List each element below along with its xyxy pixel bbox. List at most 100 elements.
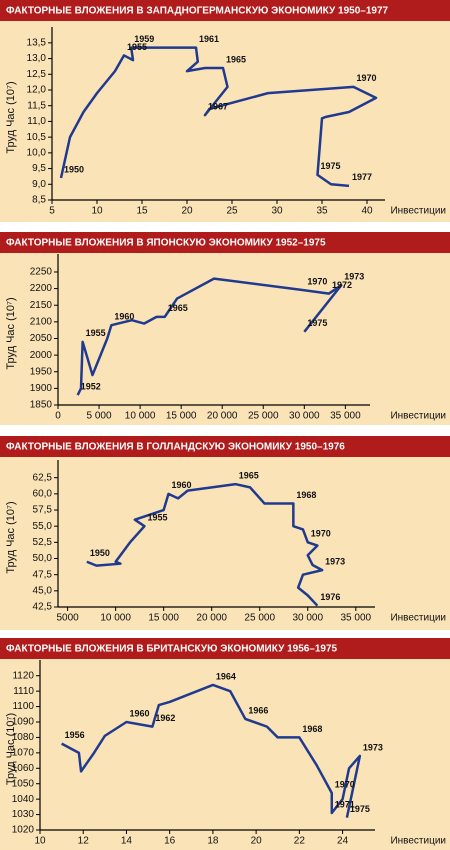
point-label: 1967 — [208, 102, 228, 112]
point-label: 1961 — [199, 34, 219, 44]
y-tick-label: 10,5 — [27, 132, 47, 143]
x-tick-label: 16 — [164, 836, 176, 847]
chart-title: ФАКТОРНЫЕ ВЛОЖЕНИЯ В БРИТАНСКУЮ ЭКОНОМИК… — [6, 644, 338, 655]
y-tick-label: 1060 — [12, 763, 35, 774]
point-label: 1975 — [307, 318, 327, 328]
y-tick-label: 12,0 — [27, 85, 47, 96]
y-tick-label: 1030 — [12, 809, 35, 820]
y-tick-label: 55,0 — [33, 521, 53, 532]
point-label: 1950 — [64, 164, 84, 174]
title-bar — [0, 0, 450, 21]
data-line — [61, 683, 362, 818]
point-label: 1973 — [325, 557, 345, 567]
y-tick-label: 2100 — [30, 317, 53, 328]
y-tick-label: 62,5 — [33, 472, 53, 483]
x-tick-label: 15 — [136, 206, 148, 217]
x-tick-label: 20 000 — [207, 411, 238, 422]
y-tick-label: 47,5 — [33, 569, 53, 580]
y-tick-label: 2050 — [30, 333, 53, 344]
y-axis-label: Труд Час (10⁷) — [5, 713, 17, 785]
y-axis-label: Труд Час (10⁷) — [5, 297, 17, 369]
x-tick-label: 5 000 — [87, 411, 112, 422]
x-tick-label: 10 000 — [125, 411, 156, 422]
y-tick-label: 1020 — [12, 825, 35, 836]
point-label: 1972 — [332, 280, 352, 290]
x-axis-label: Инвестиции — [390, 411, 446, 422]
y-tick-label: 2150 — [30, 300, 53, 311]
point-label: 1976 — [320, 592, 340, 602]
y-axis-label: Труд Час (10⁷) — [5, 501, 17, 573]
x-tick-label: 25 000 — [244, 613, 275, 624]
panel-background — [0, 638, 450, 850]
y-tick-label: 50,0 — [33, 553, 53, 564]
panel-background — [0, 0, 450, 222]
y-tick-label: 52,5 — [33, 537, 53, 548]
title-bar — [0, 232, 450, 253]
point-label: 1968 — [296, 490, 316, 500]
point-label: 1970 — [311, 529, 331, 539]
y-tick-label: 57,5 — [33, 505, 53, 516]
y-tick-label: 8,5 — [32, 195, 46, 206]
data-line — [59, 46, 378, 188]
x-tick-label: 0 — [55, 411, 61, 422]
panel-background — [0, 436, 450, 630]
y-tick-label: 11,0 — [27, 116, 46, 127]
y-tick-label: 11,5 — [27, 100, 46, 111]
data-line — [86, 482, 324, 607]
x-tick-label: 12 — [78, 836, 90, 847]
y-axis-label: Труд Час (10⁷) — [5, 81, 17, 153]
point-label: 1964 — [216, 671, 236, 681]
x-tick-label: 35 000 — [340, 613, 371, 624]
point-label: 1965 — [239, 471, 259, 481]
x-tick-label: 5 — [49, 206, 55, 217]
y-tick-label: 9,0 — [32, 179, 46, 190]
x-tick-label: 18 — [207, 836, 219, 847]
x-tick-label: 10 — [34, 836, 46, 847]
y-tick-label: 2000 — [30, 350, 53, 361]
y-tick-label: 2250 — [30, 267, 53, 278]
y-tick-label: 12,5 — [27, 69, 47, 80]
y-tick-label: 9,5 — [32, 163, 46, 174]
point-label: 1955 — [86, 328, 106, 338]
point-label: 1956 — [65, 730, 85, 740]
point-label: 1970 — [335, 779, 355, 789]
y-tick-label: 1090 — [12, 717, 35, 728]
point-label: 1970 — [357, 73, 377, 83]
panel-background — [0, 232, 450, 425]
y-tick-label: 13,5 — [27, 37, 47, 48]
point-label: 1960 — [171, 480, 191, 490]
x-tick-label: 20 000 — [196, 613, 227, 624]
title-bar — [0, 638, 450, 659]
chart-title: ФАКТОРНЫЕ ВЛОЖЕНИЯ В ЗАПАДНОГЕРМАНСКУЮ Э… — [6, 6, 388, 17]
y-tick-label: 1070 — [12, 747, 35, 758]
x-tick-label: 10 000 — [100, 613, 131, 624]
point-label: 1960 — [114, 312, 134, 322]
point-label: 1955 — [127, 42, 147, 52]
x-tick-label: 40 — [361, 206, 373, 217]
point-label: 1968 — [302, 724, 322, 734]
x-tick-label: 15 000 — [148, 613, 179, 624]
point-label: 1971 — [335, 799, 355, 809]
x-tick-label: 15 000 — [166, 411, 197, 422]
point-label: 1962 — [155, 713, 175, 723]
x-tick-label: 25 000 — [248, 411, 279, 422]
point-label: 1975 — [350, 804, 370, 814]
x-tick-label: 30 — [271, 206, 283, 217]
point-label: 1973 — [344, 272, 364, 282]
y-tick-label: 60,0 — [33, 489, 53, 500]
y-tick-label: 1080 — [12, 732, 35, 743]
y-tick-label: 1900 — [30, 383, 53, 394]
data-line — [76, 277, 343, 396]
chart-title: ФАКТОРНЫЕ ВЛОЖЕНИЯ В ГОЛЛАНДСКУЮ ЭКОНОМИ… — [6, 442, 345, 453]
y-tick-label: 2200 — [30, 283, 53, 294]
y-tick-label: 1100 — [12, 701, 34, 712]
point-label: 1965 — [168, 303, 188, 313]
x-tick-label: 30 000 — [289, 411, 320, 422]
point-label: 1960 — [129, 708, 149, 718]
point-label: 1977 — [352, 172, 372, 182]
x-tick-label: 14 — [121, 836, 133, 847]
x-tick-label: 30 000 — [292, 613, 323, 624]
y-tick-label: 1850 — [30, 400, 53, 411]
y-tick-label: 13,0 — [27, 53, 47, 64]
